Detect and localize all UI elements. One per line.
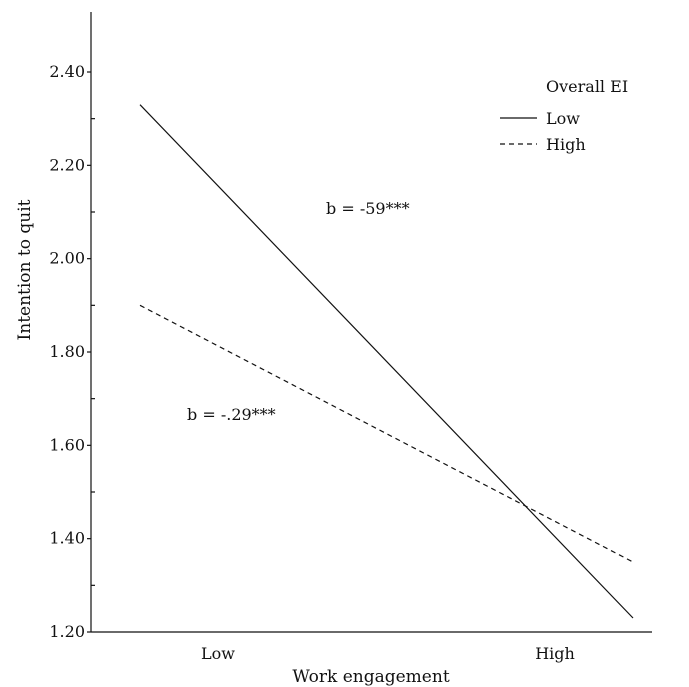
series-line-low: [139, 104, 634, 619]
y-tick-label: 1.80: [49, 342, 85, 361]
legend-title: Overall EI: [546, 77, 628, 96]
y-tick-label: 2.40: [49, 62, 85, 81]
x-axis-title: Work engagement: [292, 667, 449, 687]
annotation-low-slope: b = -59***: [326, 199, 410, 218]
annotation-high-slope: b = -.29***: [187, 405, 276, 424]
legend: Overall EI Low High: [500, 77, 628, 154]
y-tick-label: 1.60: [49, 435, 85, 454]
x-axis: Low High: [91, 631, 652, 663]
legend-label-low: Low: [546, 109, 580, 128]
y-tick-label: 2.00: [49, 249, 85, 268]
y-tick-label: 1.40: [49, 529, 85, 548]
y-tick-label: 2.20: [49, 155, 85, 174]
legend-label-high: High: [546, 135, 586, 154]
y-tick-label: 1.20: [49, 622, 85, 641]
series-line-high: [139, 304, 634, 563]
series-lines: [139, 104, 634, 619]
x-tick-label: Low: [201, 644, 235, 663]
y-axis: 1.20 1.40 1.60 1.80 2.00 2.20 2.40: [49, 12, 95, 641]
y-axis-title: Intention to quit: [15, 199, 35, 340]
x-tick-label: High: [535, 644, 575, 663]
